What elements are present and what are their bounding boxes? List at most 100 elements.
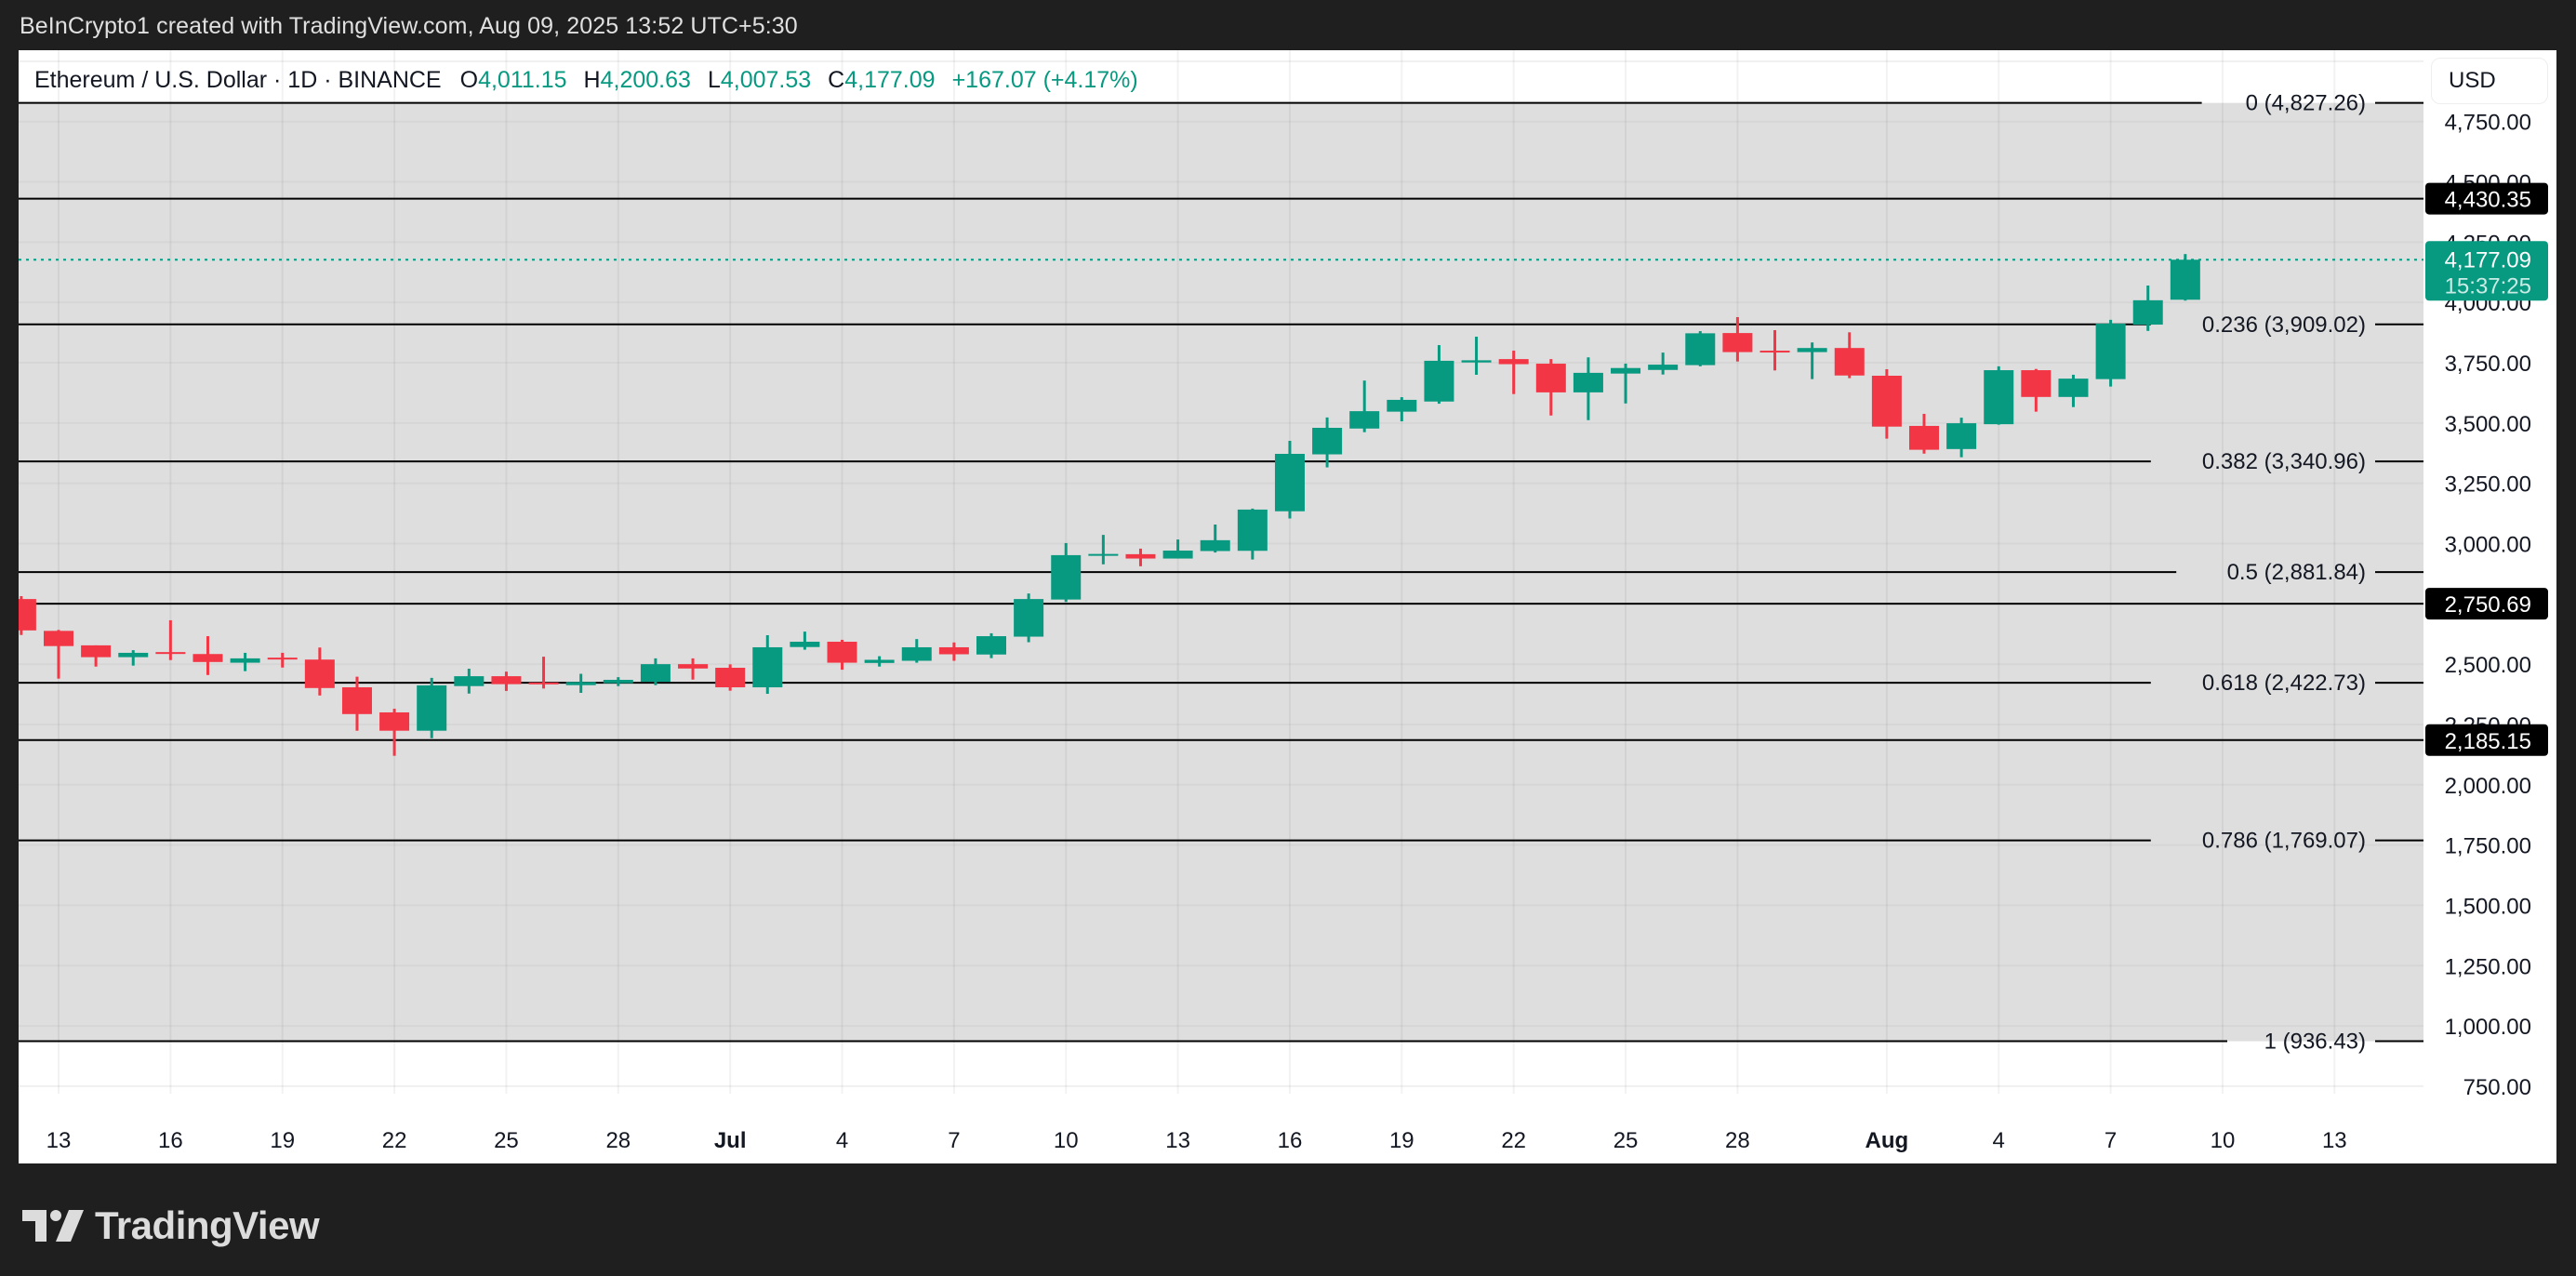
candle-body[interactable] — [193, 654, 223, 662]
candle-body[interactable] — [2095, 323, 2126, 379]
candle-body[interactable] — [1461, 360, 1492, 363]
time-day-label: 4 — [1993, 1128, 2005, 1153]
chart-panel[interactable]: 0 (4,827.26) 0.236 (3,909.02) 0.382 (3,340… — [19, 50, 2556, 1163]
bar-countdown: 15:37:25 — [2445, 273, 2531, 299]
candle-body[interactable] — [864, 659, 895, 663]
candle-body[interactable] — [938, 646, 969, 655]
tradingview-logo: TradingView — [22, 1203, 320, 1248]
candle-body[interactable] — [1237, 509, 1268, 552]
candle-body[interactable] — [1611, 367, 1641, 374]
candle-body[interactable] — [1125, 553, 1156, 559]
time-day-label: 10 — [1054, 1128, 1079, 1153]
candle-body[interactable] — [1573, 372, 1603, 392]
time-day-label: 25 — [1613, 1128, 1639, 1153]
candle-body[interactable] — [1909, 425, 1939, 450]
candle-body[interactable] — [565, 682, 596, 685]
currency-selector[interactable]: USD — [2431, 58, 2548, 104]
candle-body[interactable] — [1984, 370, 2014, 425]
candle-body[interactable] — [1424, 360, 1454, 402]
candle-body[interactable] — [827, 642, 857, 663]
time-day-label: 25 — [494, 1128, 519, 1153]
candle-body[interactable] — [2021, 370, 2052, 397]
fib-label: 1 (936.43) — [2264, 1030, 2366, 1055]
price-badge-label: 4,430.35 — [2445, 188, 2531, 213]
time-day-label: 13 — [1165, 1128, 1190, 1153]
candle-body[interactable] — [528, 682, 559, 685]
candle-body[interactable] — [44, 631, 73, 646]
low-value: 4,007.53 — [720, 67, 812, 93]
candle-body[interactable] — [1200, 539, 1230, 552]
candle-body[interactable] — [379, 711, 410, 731]
time-day-label: 10 — [2211, 1128, 2236, 1153]
candle-body[interactable] — [230, 658, 260, 663]
high-label: H — [583, 67, 601, 93]
price-tick-label: 3,500.00 — [2445, 412, 2531, 437]
price-badge — [2425, 182, 2548, 215]
candle-body[interactable] — [901, 646, 932, 661]
candle-body[interactable] — [1797, 348, 1827, 352]
candle-body[interactable] — [417, 685, 447, 731]
candle-body[interactable] — [1051, 554, 1082, 600]
candle-body[interactable] — [267, 658, 298, 660]
candle-body[interactable] — [155, 652, 186, 655]
time-day-label: 7 — [948, 1128, 960, 1153]
candle-body[interactable] — [790, 642, 820, 647]
candle-body[interactable] — [304, 659, 335, 688]
candle-body[interactable] — [2170, 259, 2200, 300]
candle-body[interactable] — [1871, 376, 1902, 427]
candle-body[interactable] — [81, 645, 112, 658]
candle-body[interactable] — [976, 636, 1006, 655]
candle-body[interactable] — [715, 668, 746, 688]
price-badge-label: 2,185.15 — [2445, 729, 2531, 754]
fib-label: 0 (4,827.26) — [2246, 91, 2366, 116]
time-day-label: 4 — [836, 1128, 848, 1153]
candle-body[interactable] — [454, 676, 485, 686]
candle-body[interactable] — [1759, 351, 1790, 353]
change-value: +167.07 (+4.17%) — [951, 67, 1138, 93]
candle-body[interactable] — [1387, 399, 1417, 412]
time-day-label: 13 — [2322, 1128, 2347, 1153]
candle-body[interactable] — [1312, 428, 1343, 455]
candle-body[interactable] — [19, 599, 36, 631]
candle-body[interactable] — [678, 664, 709, 669]
candle-body[interactable] — [341, 687, 372, 714]
price-badge — [2425, 588, 2548, 620]
candle-body[interactable] — [1349, 411, 1380, 429]
candle-body[interactable] — [1722, 333, 1753, 352]
candlestick-chart[interactable]: 0 (4,827.26) 0.236 (3,909.02) 0.382 (3,340… — [19, 50, 2556, 1163]
time-axis[interactable] — [19, 1094, 2423, 1163]
candle-body[interactable] — [1014, 599, 1044, 637]
price-tick-label: 3,000.00 — [2445, 532, 2531, 557]
time-day-label: 16 — [1278, 1128, 1303, 1153]
time-day-label: 7 — [2105, 1128, 2117, 1153]
candle-body[interactable] — [1498, 359, 1529, 365]
candle-body[interactable] — [491, 676, 522, 685]
high-value: 4,200.63 — [600, 67, 691, 93]
fib-label: 0.786 (1,769.07) — [2202, 829, 2366, 854]
candle-body[interactable] — [1834, 348, 1865, 376]
time-day-label: 28 — [605, 1128, 631, 1153]
current-price-label: 4,177.09 — [2445, 247, 2531, 272]
candle-body[interactable] — [1088, 553, 1119, 556]
open-value: 4,011.15 — [478, 67, 567, 93]
fib-label: 0.5 (2,881.84) — [2227, 560, 2366, 585]
close-label: C — [828, 67, 845, 93]
price-tick-label: 1,000.00 — [2445, 1015, 2531, 1040]
candle-body[interactable] — [603, 679, 633, 684]
candle-body[interactable] — [118, 652, 149, 658]
candle-body[interactable] — [2058, 379, 2089, 397]
candle-body[interactable] — [2132, 299, 2163, 326]
candle-body[interactable] — [1535, 364, 1566, 392]
symbol-title[interactable]: Ethereum / U.S. Dollar · 1D · BINANCE — [34, 67, 442, 93]
candle-body[interactable] — [1274, 454, 1305, 512]
candle-body[interactable] — [1648, 365, 1679, 370]
price-tick-label: 1,500.00 — [2445, 894, 2531, 919]
candle-body[interactable] — [1946, 423, 1977, 449]
candle-body[interactable] — [640, 664, 671, 683]
candle-body[interactable] — [1162, 550, 1193, 559]
candle-body[interactable] — [752, 646, 783, 688]
time-day-label: 22 — [382, 1128, 407, 1153]
candle-body[interactable] — [1685, 333, 1716, 366]
time-month-label: Jul — [714, 1128, 747, 1153]
